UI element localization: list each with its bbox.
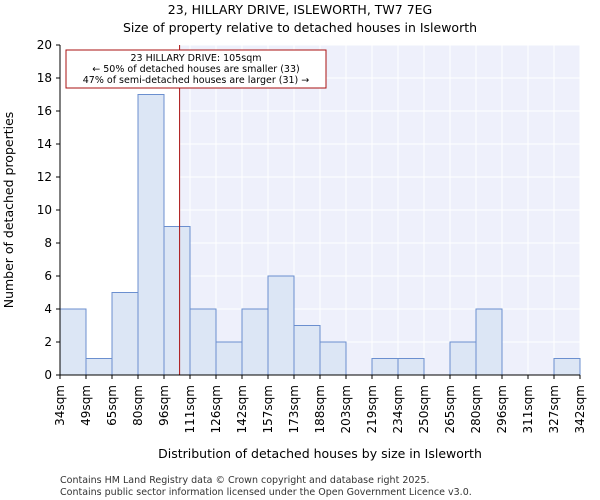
axes	[56, 44, 581, 379]
bar	[397, 358, 425, 376]
x-tick-label: 203sqm	[339, 385, 353, 433]
bar	[111, 292, 139, 376]
bar	[215, 341, 243, 376]
y-tick-labels: 0 2 4 6 8 10 12 14 16 18 20	[37, 38, 52, 382]
bar	[449, 341, 477, 376]
y-tick-label: 2	[44, 335, 52, 349]
annotation-line-3: 47% of semi-detached houses are larger (…	[83, 75, 310, 86]
y-tick-label: 20	[37, 38, 52, 52]
chart-title: 23, HILLARY DRIVE, ISLEWORTH, TW7 7EG	[168, 2, 433, 17]
bar	[319, 341, 347, 376]
x-tick-label: 34sqm	[53, 385, 67, 426]
x-tick-label: 311sqm	[521, 385, 535, 433]
x-tick-label: 296sqm	[495, 385, 509, 433]
x-tick-label: 250sqm	[417, 385, 431, 433]
y-tick-label: 4	[44, 302, 52, 316]
x-tick-label: 280sqm	[469, 385, 483, 433]
annotation-box: 23 HILLARY DRIVE: 105sqm ← 50% of detach…	[65, 49, 327, 89]
x-tick-label: 265sqm	[443, 385, 457, 433]
chart-subtitle: Size of property relative to detached ho…	[123, 20, 477, 35]
y-axis-label: Number of detached properties	[1, 112, 16, 309]
x-tick-label: 327sqm	[547, 385, 561, 433]
bar	[241, 308, 269, 376]
y-tick-label: 12	[37, 170, 52, 184]
x-tick-label: 96sqm	[157, 385, 171, 426]
y-tick-label: 0	[44, 368, 52, 382]
bar	[267, 275, 295, 376]
y-tick-label: 6	[44, 269, 52, 283]
x-tick-label: 157sqm	[261, 385, 275, 433]
x-axis-label: Distribution of detached houses by size …	[158, 446, 482, 461]
bar	[163, 226, 191, 376]
x-tick-label: 234sqm	[391, 385, 405, 433]
x-tick-label: 80sqm	[131, 385, 145, 426]
footer-line-1: Contains HM Land Registry data © Crown c…	[60, 475, 430, 486]
x-tick-label: 342sqm	[573, 385, 587, 433]
x-tick-label: 173sqm	[287, 385, 301, 433]
x-tick-label: 188sqm	[313, 385, 327, 433]
bar	[371, 358, 399, 376]
y-tick-label: 18	[37, 71, 52, 85]
bar	[137, 94, 165, 376]
y-tick-label: 16	[37, 104, 52, 118]
footer-line-2: Contains public sector information licen…	[60, 487, 472, 498]
bar	[553, 358, 581, 376]
y-tick-label: 10	[37, 203, 52, 217]
bars	[59, 94, 581, 376]
x-tick-label: 49sqm	[79, 385, 93, 426]
bar	[59, 308, 87, 376]
annotation-line-2: ← 50% of detached houses are smaller (33…	[92, 64, 299, 75]
y-tick-label: 8	[44, 236, 52, 250]
bar	[475, 308, 503, 376]
y-tick-label: 14	[37, 137, 52, 151]
x-tick-label: 65sqm	[105, 385, 119, 426]
x-tick-label: 142sqm	[235, 385, 249, 433]
annotation-line-1: 23 HILLARY DRIVE: 105sqm	[131, 53, 262, 64]
bar	[85, 358, 113, 376]
x-tick-label: 126sqm	[209, 385, 223, 433]
bar	[293, 325, 321, 376]
x-tick-labels: 34sqm 49sqm 65sqm 80sqm 96sqm 111sqm 126sqm 142…	[53, 385, 587, 433]
bar	[189, 308, 217, 376]
x-tick-label: 219sqm	[365, 385, 379, 433]
x-tick-label: 111sqm	[183, 385, 197, 433]
